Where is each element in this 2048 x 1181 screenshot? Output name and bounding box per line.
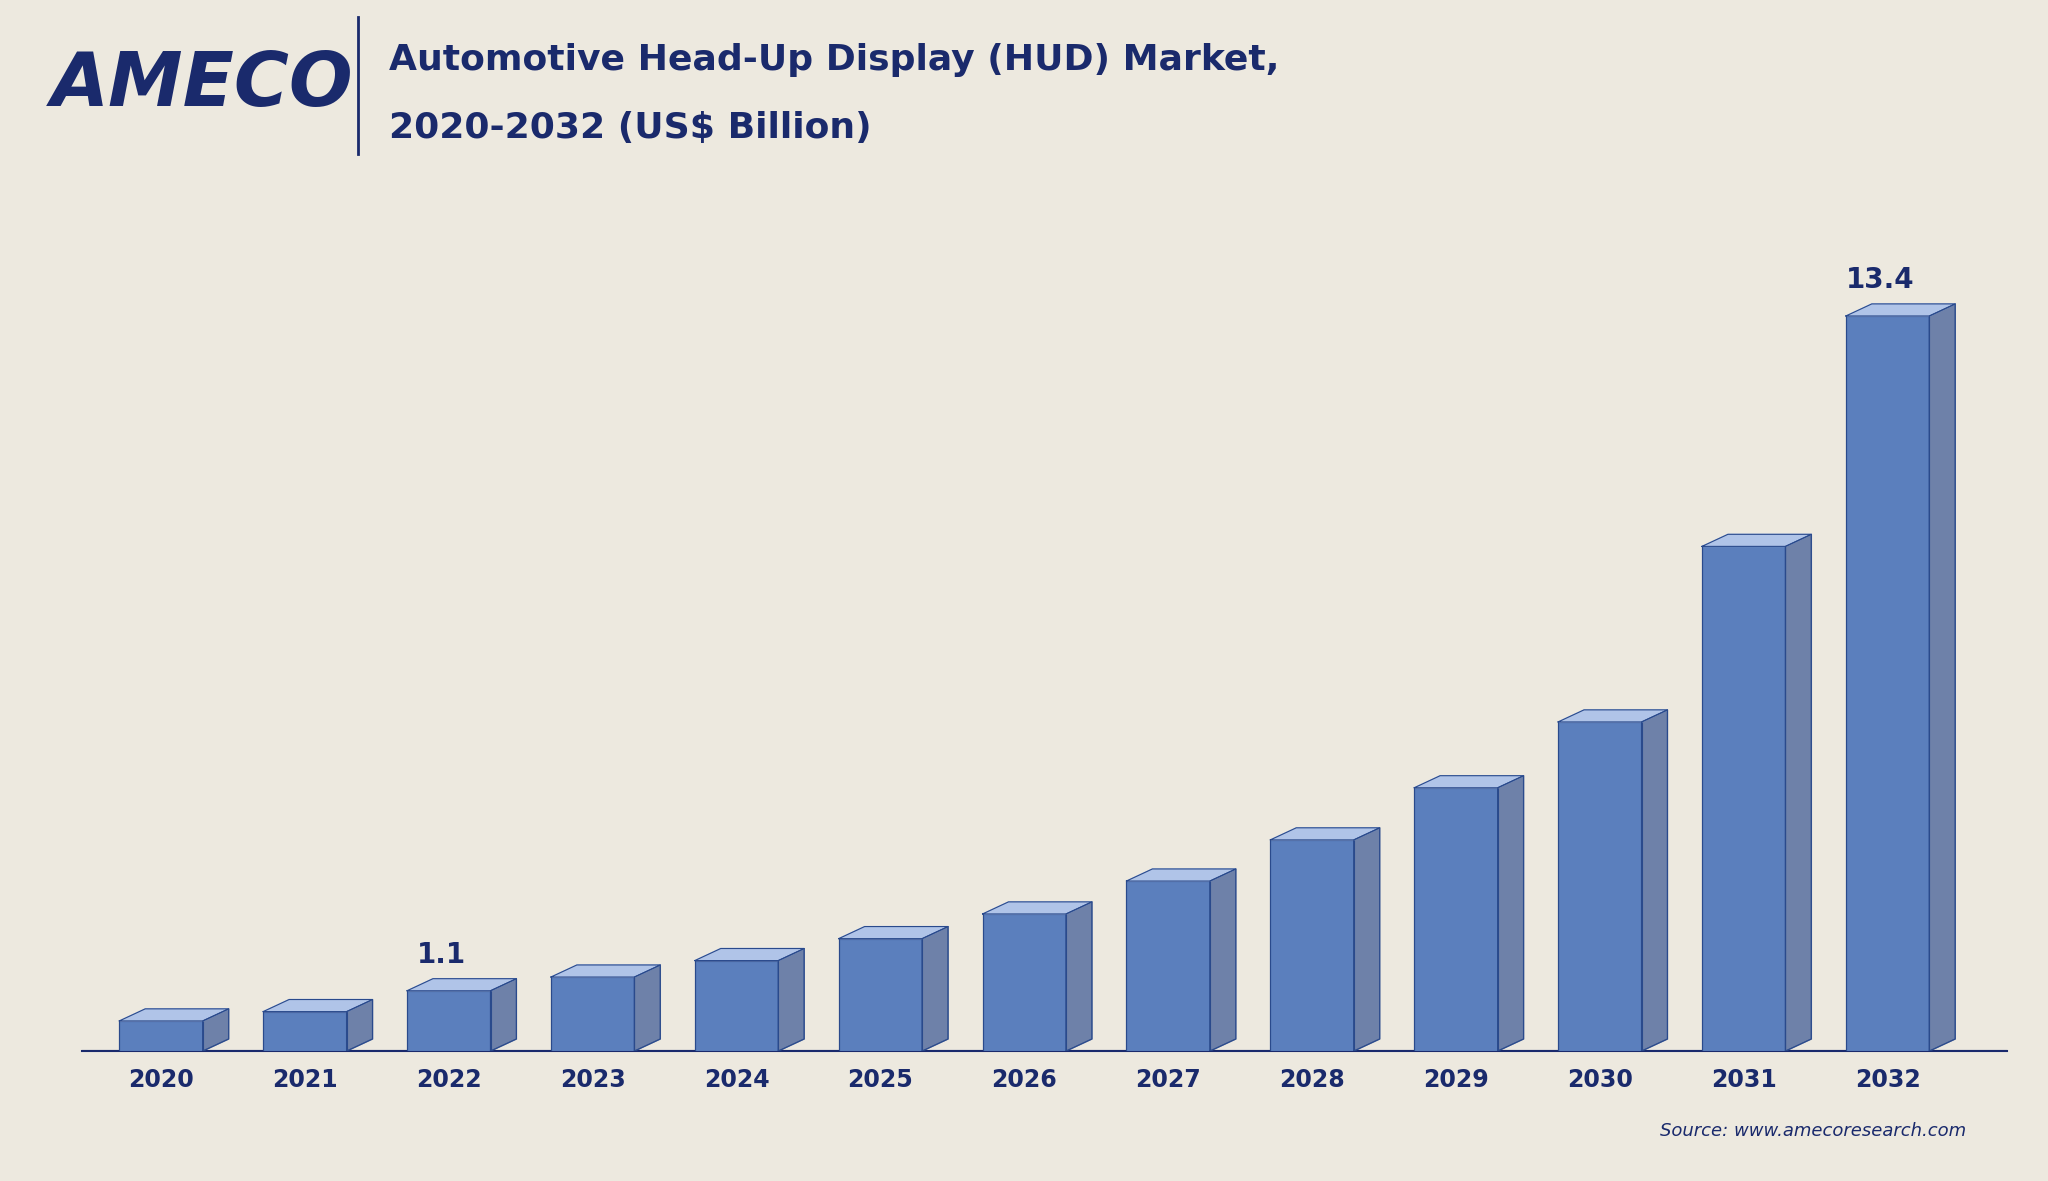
Bar [983, 914, 1067, 1051]
Bar [1415, 788, 1497, 1051]
Bar [119, 1020, 203, 1051]
Text: 2020-2032 (US$ Billion): 2020-2032 (US$ Billion) [389, 111, 872, 145]
Text: 1.1: 1.1 [418, 941, 467, 968]
Polygon shape [1354, 828, 1380, 1051]
Polygon shape [1270, 828, 1380, 840]
Bar [694, 960, 778, 1051]
Polygon shape [1415, 776, 1524, 788]
Bar [264, 1012, 346, 1051]
Polygon shape [492, 979, 516, 1051]
Polygon shape [119, 1009, 229, 1020]
Polygon shape [778, 948, 805, 1051]
Polygon shape [1210, 869, 1235, 1051]
Polygon shape [1067, 902, 1092, 1051]
Bar [840, 939, 922, 1051]
Bar [1845, 317, 1929, 1051]
Polygon shape [1497, 776, 1524, 1051]
Polygon shape [635, 965, 659, 1051]
Polygon shape [264, 999, 373, 1012]
Bar [551, 977, 635, 1051]
Text: Source: www.amecoresearch.com: Source: www.amecoresearch.com [1661, 1122, 1966, 1140]
Polygon shape [408, 979, 516, 991]
Bar [408, 991, 492, 1051]
Bar [1559, 722, 1642, 1051]
Polygon shape [346, 999, 373, 1051]
Bar [1270, 840, 1354, 1051]
Polygon shape [1929, 304, 1956, 1051]
Polygon shape [1559, 710, 1667, 722]
Polygon shape [1642, 710, 1667, 1051]
Polygon shape [840, 927, 948, 939]
Polygon shape [694, 948, 805, 960]
Text: Automotive Head-Up Display (HUD) Market,: Automotive Head-Up Display (HUD) Market, [389, 43, 1280, 77]
Bar [1702, 547, 1786, 1051]
Text: AMECO: AMECO [51, 50, 354, 122]
Polygon shape [1702, 534, 1810, 547]
Polygon shape [551, 965, 659, 977]
Polygon shape [922, 927, 948, 1051]
Text: 13.4: 13.4 [1845, 266, 1915, 294]
Polygon shape [203, 1009, 229, 1051]
Polygon shape [1126, 869, 1235, 881]
Polygon shape [1786, 534, 1810, 1051]
Polygon shape [983, 902, 1092, 914]
Polygon shape [1845, 304, 1956, 317]
Bar [1126, 881, 1210, 1051]
